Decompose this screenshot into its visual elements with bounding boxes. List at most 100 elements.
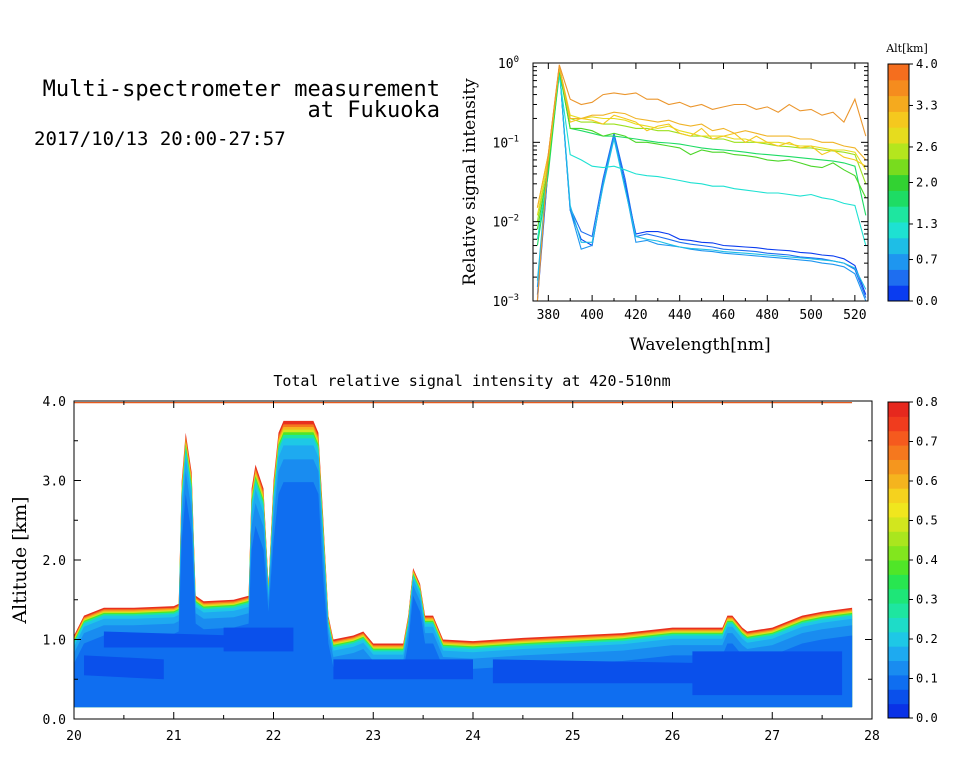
intensity-colorbar-segment [888, 574, 909, 590]
altitude-colorbar-title: Alt[km] [885, 42, 928, 55]
heatmap-x-tick-label: 21 [166, 729, 182, 744]
heatmap-contours [74, 401, 853, 708]
intensity-colorbar-segment [888, 416, 909, 432]
figure-title-line1: Multi-spectrometer measurement [43, 77, 440, 102]
intensity-colorbar-segment [888, 459, 909, 475]
date-range: 2017/10/13 20:00-27:57 [34, 128, 286, 150]
spectrum-series-line-4 [536, 75, 867, 246]
heatmap-x-ticks: 20 21 22 23 24 25 26 27 28 [66, 401, 880, 744]
spectrum-x-tick-label: 440 [668, 308, 691, 323]
intensity-colorbar-label: 0.1 [916, 672, 938, 686]
intensity-colorbar-segment [888, 473, 909, 489]
altitude-colorbar-segment [888, 95, 909, 112]
intensity-colorbar-label: 0.8 [916, 395, 938, 409]
spectrum-y-tick-label: 10−1 [493, 134, 520, 151]
intensity-colorbar-label: 0.3 [916, 593, 938, 607]
heatmap-x-tick-label: 27 [764, 729, 780, 744]
intensity-heatmap-chart: Total relative signal intensity at 420-5… [9, 372, 938, 744]
altitude-colorbar-segment [888, 237, 909, 255]
spectrum-y-tick-base: 10 [493, 136, 509, 151]
spectrum-series-line-11 [536, 64, 867, 301]
intensity-colorbar-segment [888, 545, 909, 561]
altitude-colorbar-segment [888, 64, 909, 81]
intensity-colorbar-segment [888, 402, 909, 417]
spectrum-y-tick-label: 100 [498, 55, 519, 72]
figure-title-line2: at Fukuoka [308, 98, 440, 123]
spectrum-y-tick-base: 10 [498, 57, 514, 72]
intensity-colorbar-label: 0.0 [916, 711, 938, 725]
spectrum-y-tick-exp: −2 [508, 214, 519, 224]
altitude-colorbar-label: 1.3 [916, 217, 938, 231]
altitude-colorbar-segment [888, 206, 909, 223]
altitude-colorbar-label: 2.0 [916, 176, 938, 190]
spectrum-x-tick-label: 480 [756, 308, 779, 323]
spectrum-x-tick-label: 460 [712, 308, 735, 323]
altitude-colorbar: 0.0 0.7 1.3 2.0 2.6 3.3 4.0 [887, 57, 938, 308]
spectrum-x-tick-label: 420 [624, 308, 647, 323]
intensity-colorbar-segment [888, 488, 909, 504]
spectrum-x-tick-label: 380 [537, 308, 560, 323]
spectrum-series-line-6 [536, 68, 867, 230]
altitude-colorbar-segment [888, 253, 909, 270]
intensity-colorbar-segment [888, 660, 909, 676]
heatmap-y-tick-label: 3.0 [43, 475, 66, 490]
altitude-colorbar-label: 4.0 [916, 57, 938, 71]
intensity-colorbar-segment [888, 674, 909, 690]
altitude-colorbar-segment [888, 269, 909, 286]
spectrum-x-tick-label: 520 [843, 308, 866, 323]
spectrum-y-tick-label: 10−3 [493, 293, 520, 310]
heatmap-y-tick-label: 1.0 [43, 634, 66, 649]
heatmap-x-tick-label: 22 [266, 729, 282, 744]
heatmap-core-patch-5 [84, 655, 164, 680]
altitude-colorbar-segment [888, 285, 909, 302]
spectrum-x-ticks: 380 400 420 440 460 480 500 520 [537, 63, 867, 323]
altitude-colorbar-label: 0.7 [916, 253, 938, 267]
intensity-colorbar-segment [888, 603, 909, 618]
heatmap-x-tick-label: 20 [66, 729, 82, 744]
heatmap-x-tick-label: 23 [365, 729, 381, 744]
altitude-colorbar-segment [888, 190, 909, 207]
altitude-colorbar-segment [888, 143, 909, 160]
heatmap-core-patch-2 [492, 659, 723, 684]
spectrum-y-tick-base: 10 [493, 295, 509, 310]
heatmap-y-ticks: 0.0 1.0 2.0 3.0 4.0 [43, 395, 872, 728]
heatmap-core-patch-1 [223, 627, 294, 652]
intensity-colorbar-segment [888, 430, 909, 446]
altitude-colorbar-label: 0.0 [916, 294, 938, 308]
intensity-colorbar: 0.0 0.1 0.2 0.3 0.4 0.5 0.6 0.7 0.8 [887, 395, 938, 725]
intensity-colorbar-segment [888, 502, 909, 518]
spectrum-y-tick-exp: −3 [508, 293, 519, 303]
spectrum-series-line-2 [536, 66, 867, 301]
altitude-colorbar-segment [888, 127, 909, 144]
altitude-colorbar-label: 2.6 [916, 140, 938, 154]
heatmap-x-tick-label: 24 [465, 729, 481, 744]
intensity-colorbar-label: 0.7 [916, 435, 938, 449]
spectrum-y-tick-exp: 0 [514, 55, 519, 65]
intensity-colorbar-segment [888, 516, 909, 532]
heatmap-core-patch-3 [692, 651, 843, 696]
heatmap-title: Total relative signal intensity at 420-5… [273, 372, 670, 390]
heatmap-core-patch-0 [103, 631, 234, 648]
intensity-colorbar-label: 0.6 [916, 474, 938, 488]
heatmap-x-tick-label: 25 [565, 729, 581, 744]
heatmap-y-tick-label: 0.0 [43, 713, 66, 728]
spectrum-y-tick-exp: −1 [508, 134, 519, 144]
intensity-colorbar-label: 0.5 [916, 514, 938, 528]
intensity-colorbar-label: 0.2 [916, 632, 938, 646]
spectrum-x-tick-label: 400 [580, 308, 603, 323]
intensity-colorbar-segment [888, 703, 909, 719]
spectrum-series-line-7 [536, 66, 867, 222]
heatmap-y-tick-label: 4.0 [43, 395, 66, 410]
intensity-colorbar-segment [888, 631, 909, 647]
spectrum-x-axis-label: Wavelength[nm] [629, 335, 770, 355]
spectrum-series-line-5 [536, 70, 867, 246]
intensity-colorbar-segment [888, 646, 909, 662]
spectrum-series-line-3 [536, 66, 867, 290]
altitude-colorbar-segment [888, 174, 909, 191]
intensity-colorbar-segment [888, 689, 909, 705]
intensity-colorbar-segment [888, 560, 909, 575]
heatmap-y-axis-label: Altitude [km] [9, 496, 31, 624]
intensity-colorbar-segment [888, 617, 909, 633]
